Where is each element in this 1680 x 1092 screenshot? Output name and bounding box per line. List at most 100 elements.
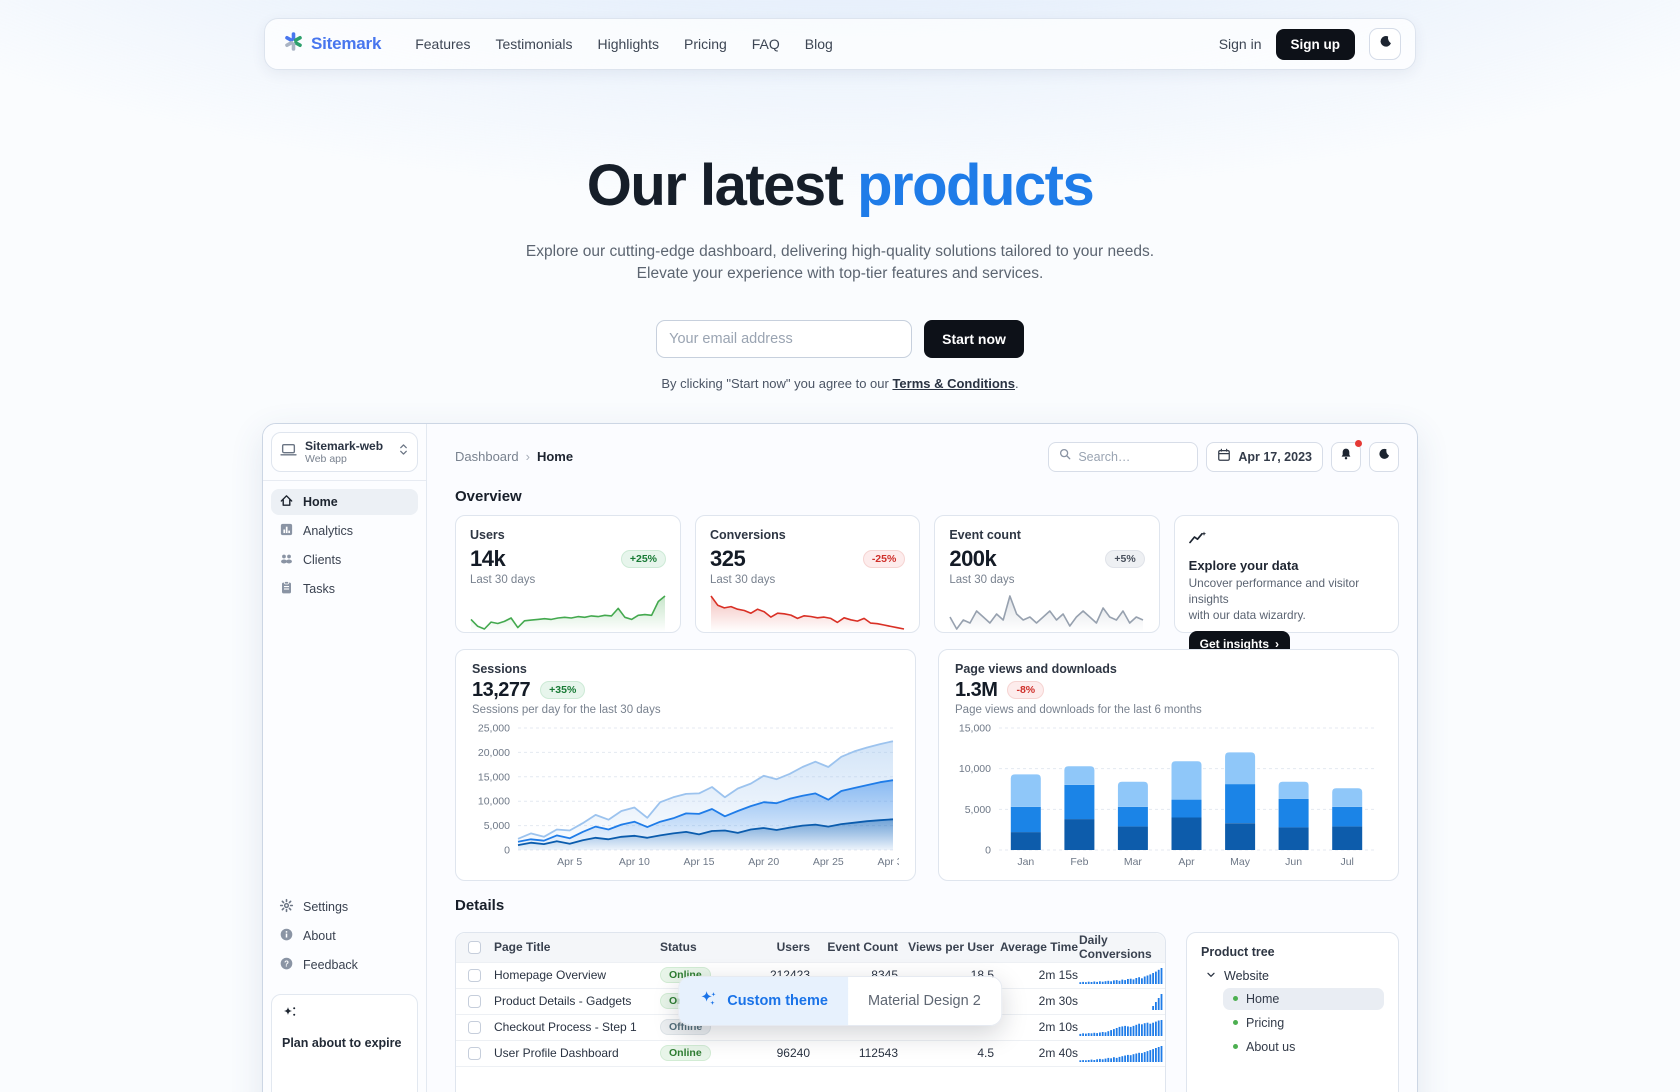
product-tree-title: Product tree <box>1201 944 1275 959</box>
product-tree-card: Product tree Website Home Pricing <box>1186 931 1399 1092</box>
sidebar-item-settings[interactable]: Settings <box>271 894 418 920</box>
svg-text:Apr 15: Apr 15 <box>684 856 715 868</box>
chevron-right-icon: › <box>1275 636 1279 651</box>
cell-page-title: Checkout Process - Step 1 <box>494 1020 637 1035</box>
sidebar-item-clients[interactable]: Clients <box>271 547 418 573</box>
cell-views: 4.5 <box>977 1046 994 1061</box>
calendar-icon <box>1217 448 1231 465</box>
sidebar-item-about[interactable]: About <box>271 923 418 949</box>
cell-avg-time: 2m 15s <box>1038 968 1078 983</box>
get-insights-label: Get insights <box>1199 636 1269 651</box>
sitemark-logo[interactable]: Sitemark <box>283 31 381 57</box>
svg-text:Apr 30: Apr 30 <box>878 856 899 868</box>
workspace-selector[interactable]: Sitemark-web Web app <box>271 431 418 472</box>
cell-avg-time: 2m 10s <box>1038 1020 1078 1035</box>
stat-title: Users <box>470 527 505 542</box>
sidebar-item-analytics[interactable]: Analytics <box>271 518 418 544</box>
details-title: Details <box>455 896 505 914</box>
row-checkbox[interactable] <box>467 994 481 1008</box>
row-checkbox[interactable] <box>467 1046 481 1060</box>
sidebar-item-label: Tasks <box>303 581 335 596</box>
hero-subtitle-line1: Explore our cutting-edge dashboard, deli… <box>525 243 1155 260</box>
svg-text:Jan: Jan <box>1017 856 1034 868</box>
chart-caption: Page views and downloads for the last 6 … <box>955 703 1202 716</box>
email-field[interactable] <box>656 319 913 358</box>
green-dot-icon <box>1233 996 1238 1002</box>
theme-toggle-button[interactable] <box>1369 28 1401 60</box>
row-checkbox[interactable] <box>467 1020 481 1034</box>
sidebar-item-label: Clients <box>303 552 342 567</box>
custom-theme-option[interactable]: Custom theme <box>679 976 848 1025</box>
sidebar-item-home[interactable]: Home <box>271 488 418 515</box>
sign-up-button[interactable]: Sign up <box>1275 28 1355 60</box>
dashboard-sidebar: Sitemark-web Web app Home Analytics Clie… <box>263 423 427 1092</box>
sitemark-logo-text: Sitemark <box>311 34 382 53</box>
sidebar-item-tasks[interactable]: Tasks <box>271 576 418 602</box>
nav-link-pricing[interactable]: Pricing <box>683 36 727 52</box>
svg-text:25,000: 25,000 <box>478 722 510 734</box>
nav-link-blog[interactable]: Blog <box>804 36 833 52</box>
svg-text:Apr 10: Apr 10 <box>619 856 650 868</box>
sign-in-link[interactable]: Sign in <box>1218 36 1262 52</box>
tree-item-pricing[interactable]: Pricing <box>1223 1012 1384 1034</box>
sidebar-item-label: About <box>303 928 336 943</box>
table-row[interactable]: User Profile Dashboard Online 96240 1125… <box>456 1041 1165 1067</box>
cell-page-title: User Profile Dashboard <box>494 1046 619 1061</box>
date-value: Apr 17, 2023 <box>1238 449 1312 464</box>
promo-body-line2: with our data wizardry. <box>1188 607 1306 622</box>
promo-body-line1: Uncover performance and visitor insights <box>1188 575 1360 606</box>
sidebar-menu: Home Analytics Clients Tasks <box>263 481 426 610</box>
moon-icon <box>1377 447 1391 466</box>
nav-link-features[interactable]: Features <box>415 36 471 52</box>
green-dot-icon <box>1233 1044 1238 1050</box>
status-badge: Online <box>660 1045 711 1062</box>
svg-text:20,000: 20,000 <box>478 747 510 759</box>
chart-value: 13,277 <box>472 678 531 701</box>
col-views-per-user: Views per User <box>908 940 994 955</box>
nav-link-faq[interactable]: FAQ <box>751 36 780 52</box>
daily-conversions-sparkbars <box>1079 1044 1163 1063</box>
terms-link[interactable]: Terms & Conditions <box>892 375 1015 391</box>
col-event-count: Event Count <box>827 940 898 955</box>
analytics-icon <box>279 522 294 540</box>
stat-title: Event count <box>949 527 1021 542</box>
chevron-down-icon <box>1205 969 1217 984</box>
tree-item-home[interactable]: Home <box>1223 987 1384 1010</box>
chevron-right-icon: › <box>525 449 530 465</box>
row-checkbox[interactable] <box>467 968 481 982</box>
sidebar-item-feedback[interactable]: ? Feedback <box>271 952 418 978</box>
cell-avg-time: 2m 30s <box>1038 994 1078 1009</box>
start-now-button[interactable]: Start now <box>924 319 1024 358</box>
plan-card-title: Plan about to expire <box>282 1035 402 1050</box>
dashboard-theme-toggle-button[interactable] <box>1369 441 1399 472</box>
sessions-area-chart: 0 5,000 10,000 15,000 20,000 25,000 Apr 5 Apr 1… <box>472 722 909 873</box>
table-row[interactable]: Checkout Process - Step 1 Offline 2m 10s <box>456 1015 1165 1041</box>
trend-chip: +5% <box>1105 549 1145 568</box>
breadcrumb-dashboard[interactable]: Dashboard <box>455 449 519 465</box>
material-design-2-option[interactable]: Material Design 2 <box>847 976 1001 1025</box>
breadcrumb-home[interactable]: Home <box>536 449 574 465</box>
home-icon <box>279 493 294 511</box>
chart-caption: Sessions per day for the last 30 days <box>472 703 661 716</box>
tree-node-website[interactable]: Website <box>1201 969 1384 984</box>
hero-subtitle: Explore our cutting-edge dashboard, deli… <box>0 241 1680 286</box>
top-navbar: Sitemark Features Testimonials Highlight… <box>264 18 1416 70</box>
select-all-checkbox[interactable] <box>467 940 481 954</box>
workspace-type: Web app <box>305 452 347 465</box>
stat-card-conversions: Conversions 325 -25% Last 30 days <box>695 514 921 633</box>
theme-switcher: Custom theme Material Design 2 <box>678 975 1002 1026</box>
notifications-button[interactable] <box>1331 439 1362 472</box>
col-average-time: Average Time <box>999 940 1078 955</box>
trend-chip: -8% <box>1007 681 1045 700</box>
sparkle-icon <box>699 989 718 1012</box>
nav-link-highlights[interactable]: Highlights <box>597 36 659 52</box>
nav-link-testimonials[interactable]: Testimonials <box>495 36 573 52</box>
bell-icon <box>1339 447 1353 466</box>
hero-title: Our latest products <box>0 152 1680 219</box>
search-input[interactable] <box>1078 449 1189 464</box>
promo-body: Uncover performance and visitor insights… <box>1189 576 1384 624</box>
tree-item-label: Pricing <box>1246 1015 1285 1030</box>
svg-text:Jun: Jun <box>1285 856 1302 868</box>
tree-item-about-us[interactable]: About us <box>1223 1036 1384 1058</box>
date-picker-button[interactable]: Apr 17, 2023 <box>1206 441 1323 472</box>
